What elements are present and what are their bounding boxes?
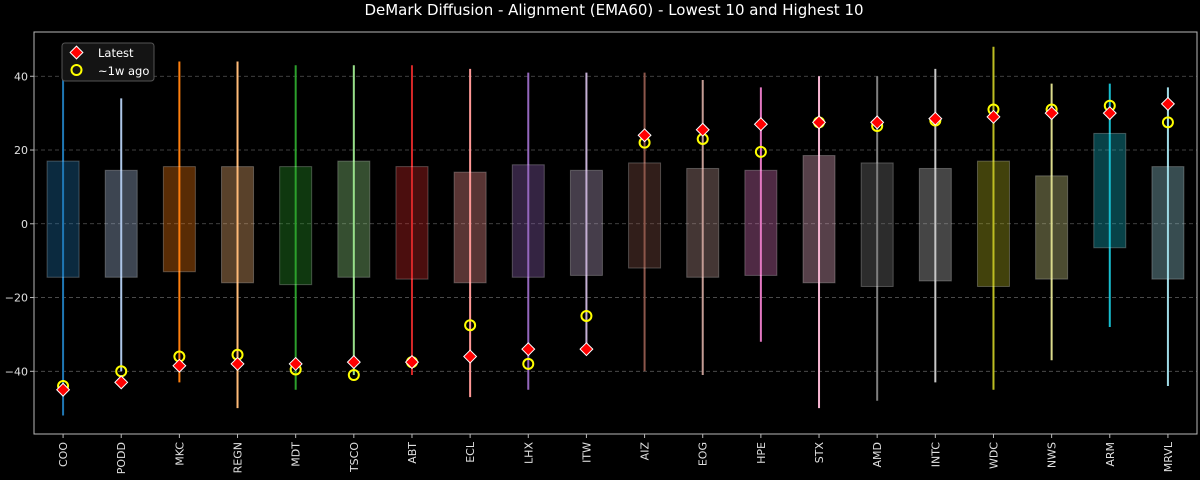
legend: Latest ~1w ago (61, 42, 155, 82)
y-tick-label: −20 (5, 292, 28, 305)
marker-latest-stx (811, 115, 827, 130)
x-tick-label-stx: STX (813, 442, 826, 464)
marker-week-ago-itw (580, 309, 593, 322)
x-tick-label-hpe: HPE (755, 442, 768, 464)
grid-layer (34, 75, 1197, 372)
marker-latest-wdc (986, 109, 1001, 124)
marker-latest-hpe (753, 117, 768, 132)
marker-latest-itw (579, 342, 594, 357)
marker-week-ago-mrvl (1161, 116, 1174, 129)
box-intc (918, 167, 952, 282)
marker-latest-mdt (288, 356, 303, 371)
box-eog (686, 167, 720, 278)
marker-latest-abt (404, 355, 420, 370)
y-tick-label: 0 (21, 218, 28, 231)
marker-latest-eog (695, 122, 710, 137)
y-tick-label: 20 (14, 144, 28, 157)
legend-label-week-ago: ~1w ago (98, 64, 149, 78)
x-tick-label-mdt: MDT (290, 442, 303, 467)
marker-latest-intc (928, 111, 943, 126)
x-tick-label-amd: AMD (871, 442, 884, 468)
box-wdc (976, 160, 1010, 287)
legend-box (61, 42, 155, 82)
box-regn (221, 166, 255, 284)
marker-latest-arm (1102, 106, 1117, 121)
box-hpe (744, 169, 778, 276)
x-tick-label-aiz: AIZ (639, 442, 652, 461)
marker-latest-nws (1044, 106, 1059, 121)
box-mdt (279, 166, 313, 286)
x-tick-label-podd: PODD (115, 442, 128, 474)
marker-latest-amd (870, 115, 885, 130)
x-tick-label-lhx: LHX (522, 442, 535, 464)
x-tick-label-tsco: TSCO (348, 442, 361, 473)
box-mkc (162, 166, 196, 273)
box-podd (104, 169, 138, 278)
x-tick-label-ecl: ECL (464, 441, 477, 463)
marker-latest-mkc (172, 358, 187, 373)
box-layer (46, 132, 1185, 287)
legend-label-latest: Latest (98, 46, 134, 60)
box-nws (1035, 175, 1069, 280)
box-itw (569, 169, 603, 276)
marker-latest-aiz (637, 128, 652, 143)
x-tick-label-eog: EOG (697, 442, 710, 466)
x-tick-label-regn: REGN (232, 442, 245, 473)
x-tick-label-abt: ABT (406, 442, 419, 464)
box-abt (395, 166, 429, 280)
box-aiz (628, 162, 662, 269)
x-tick-label-coo: COO (57, 442, 70, 467)
marker-latest-coo (56, 382, 71, 397)
axis-layer: −40 −20 0 20 40 COO PODD MKC REGN MDT TSCO ABT ECL LH… (5, 70, 1175, 474)
x-tick-label-mkc: MKC (173, 442, 186, 466)
box-coo (46, 160, 80, 278)
box-ecl (453, 171, 487, 284)
box-stx (802, 155, 836, 284)
x-tick-label-itw: ITW (580, 442, 593, 463)
box-lhx (511, 164, 545, 278)
marker-latest-lhx (521, 342, 536, 357)
marker-latest-podd (114, 375, 129, 390)
plot-frame (33, 31, 1198, 435)
marker-week-ago-tsco (347, 368, 360, 381)
marker-week-ago-hpe (754, 145, 767, 158)
legend-diamond-icon (69, 45, 84, 60)
x-tick-label-intc: INTC (929, 442, 942, 468)
marker-week-ago-ecl (464, 319, 477, 332)
box-tsco (337, 160, 371, 278)
x-tick-label-wdc: WDC (987, 442, 1000, 469)
marker-week-ago-lhx (522, 357, 535, 370)
x-tick-label-mrvl: MRVL (1162, 441, 1175, 472)
box-mrvl (1151, 166, 1185, 280)
x-tick-label-arm: ARM (1104, 442, 1117, 467)
y-tick-label: 40 (14, 70, 28, 83)
marker-latest-regn (230, 356, 245, 371)
box-amd (860, 162, 894, 287)
marker-latest-mrvl (1160, 96, 1175, 111)
marker-latest-ecl (463, 349, 478, 364)
chart-title: DeMark Diffusion - Alignment (EMA60) - L… (364, 1, 863, 19)
legend-circle-icon (70, 64, 83, 76)
y-tick-label: −40 (5, 365, 28, 378)
box-arm (1093, 132, 1127, 249)
marker-layer (56, 96, 1175, 397)
x-tick-label-nws: NWS (1046, 442, 1059, 468)
marker-latest-tsco (346, 355, 361, 370)
